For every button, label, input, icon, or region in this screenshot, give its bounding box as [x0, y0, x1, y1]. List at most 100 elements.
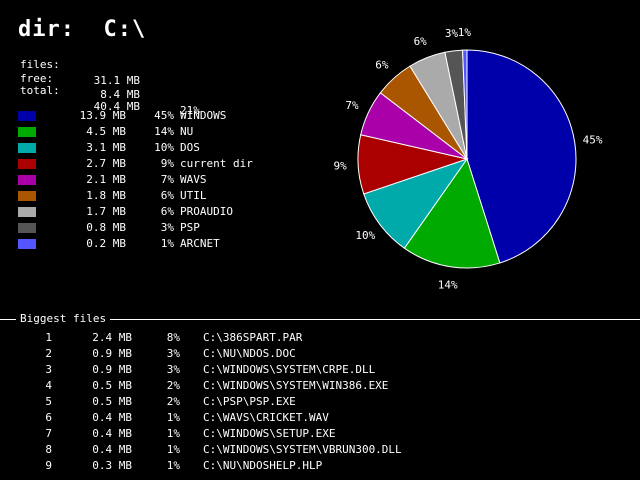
file-size: 0.5 MB [92, 395, 132, 408]
file-size: 0.3 MB [92, 459, 132, 472]
legend-size: 13.9 MB [79, 109, 126, 122]
legend-row: 13.9 MB 45% WINDOWS [18, 108, 318, 124]
legend-swatch [18, 175, 36, 185]
legend-name: PSP [180, 221, 200, 234]
legend-name: current dir [180, 157, 253, 170]
file-percent: 2% [166, 395, 180, 408]
file-row: 8 0.4 MB 1% C:\WINDOWS\SYSTEM\VBRUN300.DLL [0, 442, 640, 458]
files-label: files: [20, 58, 60, 71]
file-path: C:\WINDOWS\SYSTEM\WIN386.EXE [203, 379, 389, 392]
legend-size: 0.2 MB [86, 237, 126, 250]
file-index: 8 [45, 443, 52, 456]
files-value: 31.1 MB [93, 74, 140, 87]
pie-slice-label: 6% [375, 59, 389, 72]
legend-name: PROAUDIO [180, 205, 233, 218]
pie-slice-label: 3% [445, 27, 459, 40]
legend-size: 0.8 MB [86, 221, 126, 234]
legend-percent: 9% [160, 157, 174, 170]
pie-slice [462, 49, 468, 160]
file-path: C:\WINDOWS\SYSTEM\VBRUN300.DLL [203, 443, 402, 456]
legend-row: 1.8 MB 6% UTIL [18, 188, 318, 204]
legend-row: 0.2 MB 1% ARCNET [18, 236, 318, 252]
pie-slice-label: 1% [458, 26, 472, 39]
file-index: 1 [45, 331, 52, 344]
legend-row: 4.5 MB 14% NU [18, 124, 318, 140]
file-path: C:\NU\NDOSHELP.HLP [203, 459, 323, 472]
legend-percent: 7% [160, 173, 174, 186]
file-path: C:\386SPART.PAR [203, 331, 303, 344]
file-row: 3 0.9 MB 3% C:\WINDOWS\SYSTEM\CRPE.DLL [0, 362, 640, 378]
file-row: 7 0.4 MB 1% C:\WINDOWS\SETUP.EXE [0, 426, 640, 442]
legend-row: 2.1 MB 7% WAVS [18, 172, 318, 188]
pie-slice-label: 10% [355, 229, 375, 242]
legend-size: 1.8 MB [86, 189, 126, 202]
legend-percent: 10% [154, 141, 174, 154]
file-percent: 1% [166, 411, 180, 424]
legend-swatch [18, 223, 36, 233]
file-row: 2 0.9 MB 3% C:\NU\NDOS.DOC [0, 346, 640, 362]
legend-name: WINDOWS [180, 109, 227, 122]
legend-row: 3.1 MB 10% DOS [18, 140, 318, 156]
legend-row: 2.7 MB 9% current dir [18, 156, 318, 172]
legend-percent: 45% [154, 109, 174, 122]
legend-name: DOS [180, 141, 200, 154]
biggest-files-title: Biggest files [16, 311, 111, 327]
file-row: 4 0.5 MB 2% C:\WINDOWS\SYSTEM\WIN386.EXE [0, 378, 640, 394]
file-index: 6 [45, 411, 52, 424]
file-percent: 1% [166, 459, 180, 472]
file-size: 0.4 MB [92, 427, 132, 440]
legend-percent: 6% [160, 205, 174, 218]
legend-swatch [18, 159, 36, 169]
total-stat: total: 40.4 MB [20, 67, 140, 115]
total-label: total: [20, 84, 60, 97]
file-index: 9 [45, 459, 52, 472]
legend-percent: 3% [160, 221, 174, 234]
file-percent: 1% [166, 427, 180, 440]
legend-size: 4.5 MB [86, 125, 126, 138]
file-size: 0.5 MB [92, 379, 132, 392]
file-path: C:\NU\NDOS.DOC [203, 347, 296, 360]
legend-size: 2.1 MB [86, 173, 126, 186]
legend-swatch [18, 239, 36, 249]
total-value: 40.4 MB [93, 100, 140, 113]
legend-swatch [18, 127, 36, 137]
pie-slice-label: 45% [583, 134, 603, 147]
file-percent: 2% [166, 379, 180, 392]
file-percent: 1% [166, 443, 180, 456]
file-percent: 8% [166, 331, 180, 344]
legend-name: NU [180, 125, 194, 138]
file-size: 0.4 MB [92, 411, 132, 424]
file-size: 0.9 MB [92, 347, 132, 360]
pie-slice [403, 157, 501, 269]
directory-title: dir: C:\ [18, 17, 147, 42]
file-path: C:\WINDOWS\SETUP.EXE [203, 427, 336, 440]
file-row: 5 0.5 MB 2% C:\PSP\PSP.EXE [0, 394, 640, 410]
file-path: C:\PSP\PSP.EXE [203, 395, 296, 408]
file-row: 9 0.3 MB 1% C:\NU\NDOSHELP.HLP [0, 458, 640, 474]
pie-slice [466, 49, 577, 264]
legend-swatch [18, 111, 36, 121]
legend-swatch [18, 207, 36, 217]
legend-percent: 1% [160, 237, 174, 250]
file-index: 7 [45, 427, 52, 440]
usage-pie-chart: 45% 14% 10% 9% 7% 6% 6% 3% 1% [334, 26, 603, 291]
legend-percent: 14% [154, 125, 174, 138]
file-size: 0.9 MB [92, 363, 132, 376]
legend-name: WAVS [180, 173, 207, 186]
legend-size: 2.7 MB [86, 157, 126, 170]
file-index: 2 [45, 347, 52, 360]
files-stat: files: 31.1 MB [20, 41, 140, 89]
file-path: C:\WINDOWS\SYSTEM\CRPE.DLL [203, 363, 376, 376]
pie-slice-label: 7% [345, 99, 359, 112]
file-index: 5 [45, 395, 52, 408]
legend-row: 0.8 MB 3% PSP [18, 220, 318, 236]
file-size: 0.4 MB [92, 443, 132, 456]
legend-swatch [18, 143, 36, 153]
free-value: 8.4 MB [100, 88, 140, 101]
file-percent: 3% [166, 347, 180, 360]
file-path: C:\WAVS\CRICKET.WAV [203, 411, 329, 424]
section-divider [0, 319, 640, 320]
legend-size: 3.1 MB [86, 141, 126, 154]
file-row: 1 2.4 MB 8% C:\386SPART.PAR [0, 330, 640, 346]
legend-name: ARCNET [180, 237, 220, 250]
